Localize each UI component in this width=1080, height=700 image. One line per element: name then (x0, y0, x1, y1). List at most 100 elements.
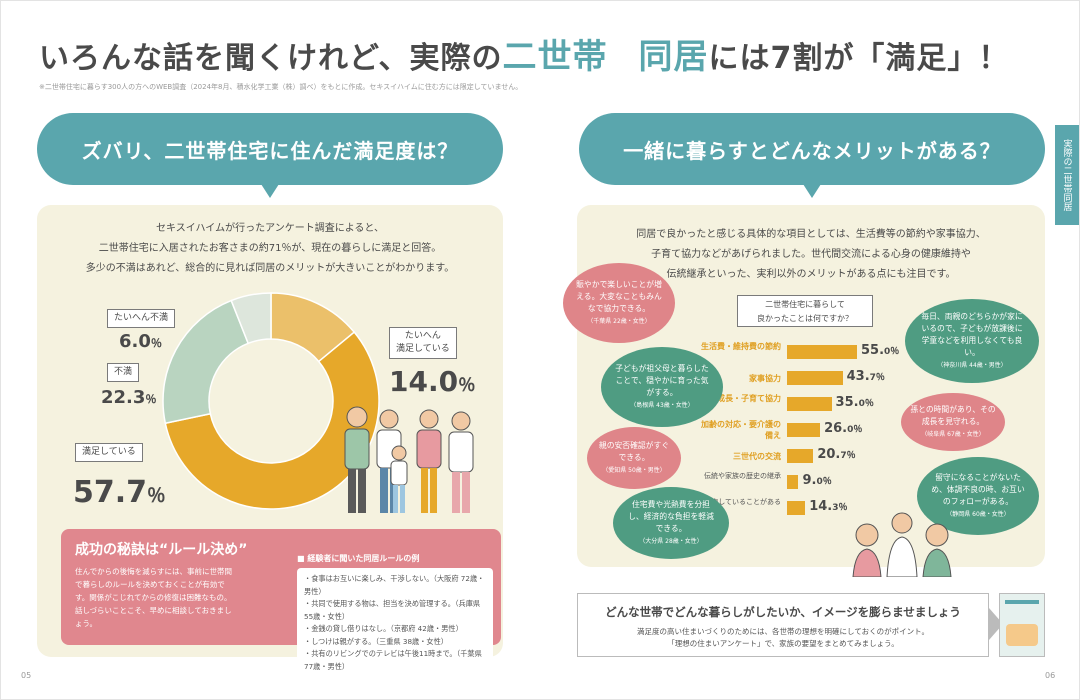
pct-number: 6.0 (119, 331, 151, 352)
bar-label: 三世代の交流 (733, 452, 781, 461)
page-title: いろんな話を聞くけれど、実際の二世帯 同居には7割が「満足」！ (39, 29, 1009, 78)
comment-text: 留守になることがないため、体調不良の時、お互いのフォローがある。 (931, 472, 1025, 506)
thumb-image (1006, 624, 1038, 646)
comment-text: 親の安否確認がすぐできる。 (598, 440, 670, 462)
bar-value: 26.0％ (824, 421, 862, 436)
rule-item: ・共同で使用する物は、担当を決め管理する。（兵庫県 55歳・女性） (304, 599, 481, 621)
bar-label: 家事協力 (749, 374, 781, 383)
bar (787, 397, 832, 411)
pct-unit: ％ (458, 376, 476, 396)
imagine-line: 「理想の住まいアンケート」で、家族の要望をまとめてみましょう。 (667, 639, 899, 648)
bar-value-decimal: 0％ (816, 477, 832, 487)
lead-line: セキスイハイムが行ったアンケート調査によると、 (156, 223, 384, 234)
bar (787, 449, 814, 463)
imagine-body: 満足度の高い住まいづくりのためには、各世帯の理想を明確にしておくのがポイント。 … (578, 626, 988, 650)
bar-value: 35.0％ (836, 395, 874, 410)
mother-figure (416, 409, 442, 513)
imagine-line: 満足度の高い住まいづくりのためには、各世帯の理想を明確にしておくのがポイント。 (637, 627, 929, 636)
comment-author: （千葉県 22歳・女性） (587, 317, 651, 325)
bar (787, 475, 799, 489)
question-line: 良かったことは何ですか？ (757, 314, 853, 323)
secret-title: 成功の秘訣は“ルール決め” (75, 542, 248, 558)
bar-label: 後悔していることがある (704, 498, 781, 506)
thumb-bar (1005, 600, 1039, 604)
right-heading-bubble: 一緒に暮らすとどんなメリットがある？ (579, 113, 1045, 198)
right-lead: 同居で良かったと感じる具体的な項目としては、生活費等の節約や家事協力、 子育て協… (577, 225, 1045, 285)
bar-value-number: 9. (802, 473, 817, 488)
rule-item: ・金銭の貸し借りはなし。（京都府 42歳・男性） (304, 624, 463, 633)
bar (787, 501, 806, 515)
left-heading-bubble: ズバリ、二世帯住宅に住んだ満足度は？ (37, 113, 503, 198)
pct-unit: ％ (145, 393, 157, 406)
bar-value-decimal: 0％ (847, 425, 863, 435)
grandmother-figure (448, 411, 474, 513)
bar-label: 加齢の対応・要介護の備え (701, 420, 781, 440)
bar-value: 9.0％ (802, 473, 831, 488)
label-very-satisfied: たいへん 満足している (389, 327, 457, 359)
bar-value-decimal: 3％ (832, 503, 848, 513)
bar-value-number: 55. (861, 343, 885, 358)
label-satisfied: 満足している (75, 443, 143, 462)
child-figure (390, 445, 408, 513)
bar-value-number: 26. (824, 421, 848, 436)
page-number-right: 06 (1045, 671, 1056, 680)
title-highlight: 同居 (638, 37, 709, 77)
imagine-title: どんな世帯でどんな暮らしがしたいか、イメージを膨らませましょう (605, 605, 961, 619)
bar-value: 14.3％ (809, 499, 847, 514)
section-side-tab: 実際の二世帯同居 (1055, 125, 1079, 225)
imagine-callout: どんな世帯でどんな暮らしがしたいか、イメージを膨らませましょう 満足度の高い住ま… (577, 593, 1003, 657)
rules-list: ■ 経験者に聞いた同居ルールの例 ・食事はお互いに楽しみ、干渉しない。（大阪府 … (297, 553, 493, 678)
grandfather-figure (344, 406, 370, 513)
donut-segment (164, 331, 380, 510)
comment-author: （岐阜県 67歳・女性） (921, 430, 985, 438)
bar-value-decimal: 7％ (840, 451, 856, 461)
pct-unit: ％ (147, 486, 166, 507)
bar-label: 孫の成長・子育て協力 (701, 394, 781, 403)
question-line: 二世帯住宅に暮らして (765, 300, 845, 309)
family-illustration (344, 406, 474, 513)
bar-label: 生活費・維持費の節約 (701, 342, 781, 351)
bar-value: 20.7％ (817, 447, 855, 462)
comment-bubble: 毎日、両親のどちらかが家にいるので、子どもが放課後に学童などを利用しなくても良い… (905, 299, 1039, 383)
comment-author: （島根県 43歳・女性） (630, 401, 694, 409)
comment-bubble: 孫との時間があり、その成長を見守れる。 （岐阜県 67歳・女性） (901, 393, 1005, 451)
family-talking-illustration (852, 512, 952, 577)
value-dissatisfied: 22.3％ (101, 387, 157, 408)
title-part: には7割が「満足」！ (708, 41, 1010, 76)
comment-text: 孫との時間があり、その成長を見守れる。 (910, 404, 996, 426)
lead-line: 子育て協力などがあげられました。世代間交流による心身の健康維持や (651, 249, 971, 260)
secret-body: 住んでからの後悔を減らすには、事前に世帯間で暮らしのルールを決めておくことが有効… (75, 567, 232, 628)
title-highlight: 二世帯 (502, 37, 608, 77)
label-line: たいへん (404, 331, 441, 341)
rule-item: ・しつけは親がする。（三重県 38歳・女性） (304, 636, 448, 646)
bar-value-decimal: 0％ (858, 399, 874, 409)
lead-line: 多少の不満はあれど、総合的に見れば同居のメリットが大きいことがわかります。 (85, 263, 455, 274)
bar-value-decimal: 0％ (884, 347, 900, 357)
bar (787, 371, 843, 385)
comment-author: （静岡県 60歳・女性） (946, 510, 1010, 518)
comment-text: 住宅費や光熱費を分担し、経済的な負担を軽減できる。 (628, 499, 714, 533)
bar-value-number: 14. (809, 499, 833, 514)
bar (787, 423, 821, 437)
question-box: 二世帯住宅に暮らして 良かったことは何ですか？ (737, 295, 873, 327)
comment-text: 子どもが祖父母と暮らしたことで、穏やかに育った気がする。 (615, 363, 709, 397)
comment-text: 賑やかで楽しいことが増える。大変なこともみんなで協力できる。 (576, 279, 662, 313)
satisfaction-donut-chart (162, 292, 380, 510)
value-satisfied: 57.7％ (73, 475, 166, 510)
questionnaire-thumbnail (999, 593, 1045, 657)
comment-author: （大分県 28歳・女性） (639, 537, 703, 545)
donut-segment (162, 299, 250, 425)
success-secret-box: 成功の秘訣は“ルール決め” 住んでからの後悔を減らすには、事前に世帯間で暮らしの… (61, 529, 501, 678)
comment-author: （神奈川県 44歳・男性） (937, 361, 1007, 369)
bar-label: 伝統や家族の歴史の継承 (704, 472, 781, 480)
bar-value: 43.7％ (847, 369, 885, 384)
comment-bubble: 賑やかで楽しいことが増える。大変なこともみんなで協力できる。 （千葉県 22歳・女… (563, 263, 675, 343)
title-part: いろんな話を聞くけれど、実際の (39, 41, 503, 76)
left-lead: セキスイハイムが行ったアンケート調査によると、 二世帯住宅に入居されたお客さまの… (37, 219, 503, 279)
bar-value-decimal: 7％ (869, 373, 885, 383)
lead-line: 二世帯住宅に入居されたお客さまの約71％が、現在の暮らしに満足と回答。 (98, 243, 442, 254)
bar-value-number: 43. (846, 369, 870, 384)
survey-note: ※二世帯住宅に暮らす300人の方へのWEB調査（2024年8月、積水化学工業（株… (39, 83, 523, 91)
pct-number: 14.0 (389, 365, 459, 398)
